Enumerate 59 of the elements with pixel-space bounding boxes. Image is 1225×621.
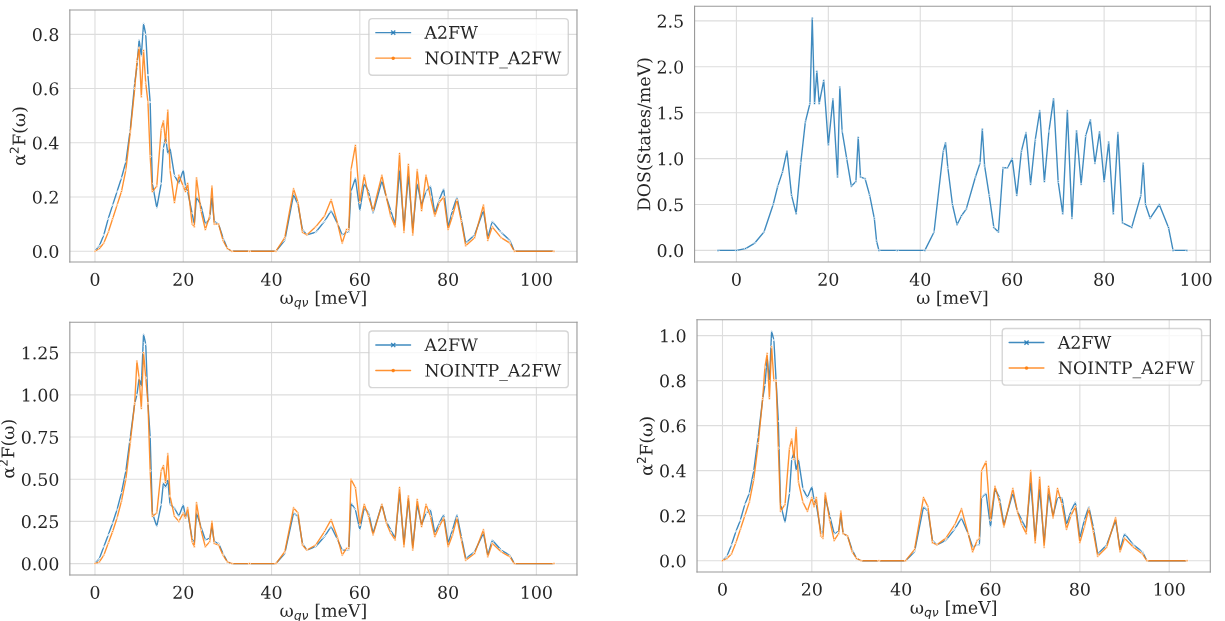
x-tick-label: 0	[732, 272, 741, 286]
x-tick-label: 80	[438, 585, 458, 599]
x-tick-label: 40	[261, 272, 282, 286]
x-tick-label: 60	[349, 272, 370, 286]
y-tick-label: 2.5	[657, 14, 683, 28]
y-axis-title: DOS(States/meV)	[636, 58, 653, 211]
y-axis-title: α$^{2}$F(ω)	[9, 107, 28, 166]
y-tick-label: 0.2	[660, 509, 685, 523]
legend-label: A2FW	[1057, 335, 1112, 349]
x-tick-label: 80	[438, 272, 458, 286]
y-tick-label: 0.00	[21, 557, 59, 571]
x-tick-label: 60	[1002, 272, 1023, 286]
y-tick-label: 0.4	[660, 464, 686, 478]
x-tick-label: 40	[890, 582, 912, 596]
legend-label: NOINTP_A2FW	[425, 363, 562, 381]
y-tick-label: 1.00	[22, 388, 59, 402]
x-axis-title: ω [meV]	[916, 290, 988, 307]
y-tick-label: 0.8	[660, 374, 686, 388]
legend-label: A2FW	[424, 338, 478, 352]
y-tick-label: 0.2	[32, 190, 58, 204]
x-tick-label: 80	[1094, 272, 1115, 286]
y-tick-label: 0.50	[21, 472, 59, 487]
x-tick-label: 0	[718, 582, 727, 596]
x-tick-label: 20	[801, 582, 822, 596]
y-tick-label: 1.0	[658, 152, 684, 166]
y-tick-label: 0.75	[21, 430, 59, 444]
y-tick-label: 0.6	[32, 82, 59, 96]
x-tick-label: 20	[173, 585, 194, 599]
x-tick-label: 100	[1181, 272, 1212, 286]
y-tick-label: 1.0	[661, 329, 686, 343]
y-tick-label: 0.0	[32, 244, 59, 259]
y-tick-label: 0.25	[21, 515, 59, 529]
x-tick-label: 80	[1069, 582, 1090, 596]
y-tick-label: 0.5	[657, 198, 683, 212]
y-axis-title: α$^{2}$F(ω)	[636, 417, 656, 475]
y-tick-label: 0.0	[660, 554, 686, 568]
x-tick-label: 0	[90, 585, 100, 599]
x-tick-label: 20	[173, 272, 194, 286]
x-axis-title: ω$_{qν}$ [meV]	[910, 600, 996, 620]
x-tick-label: 60	[980, 582, 1001, 596]
x-tick-label: 0	[90, 272, 100, 286]
x-tick-label: 40	[909, 272, 931, 286]
x-tick-label: 100	[521, 585, 552, 599]
y-tick-label: 0.8	[32, 28, 59, 42]
y-tick-label: 2.0	[657, 60, 684, 74]
legend-label: NOINTP_A2FW	[1058, 361, 1195, 379]
x-tick-label: 100	[521, 272, 552, 286]
legend-label: A2FW	[424, 25, 478, 39]
x-tick-label: 20	[818, 272, 839, 286]
legend-label: NOINTP_A2FW	[425, 51, 562, 69]
x-tick-label: 40	[261, 585, 282, 599]
x-tick-label: 100	[1154, 582, 1185, 596]
x-axis-title: ω$_{qν}$ [meV]	[280, 290, 366, 310]
x-tick-label: 60	[349, 585, 370, 599]
y-tick-label: 1.5	[658, 106, 683, 120]
y-tick-label: 0.4	[32, 136, 59, 150]
y-tick-label: 0.0	[657, 244, 684, 258]
y-tick-label: 0.6	[660, 419, 686, 433]
y-tick-label: 1.25	[22, 346, 59, 360]
